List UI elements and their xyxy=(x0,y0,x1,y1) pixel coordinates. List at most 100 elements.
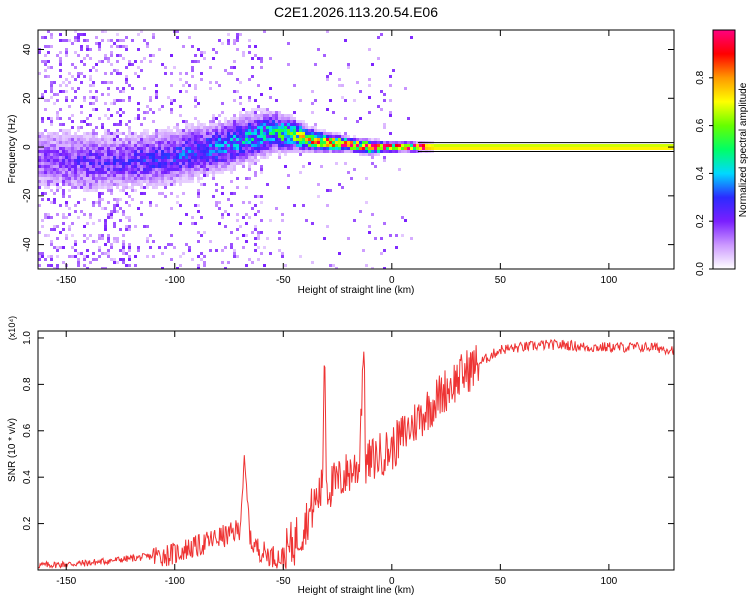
heatmap-cell xyxy=(56,246,59,249)
heatmap-cell xyxy=(80,144,83,147)
heatmap-cell xyxy=(197,195,200,198)
heatmap-cell xyxy=(122,183,125,186)
heatmap-cell xyxy=(131,183,134,186)
heatmap-cell xyxy=(101,171,104,174)
heatmap-cell xyxy=(80,156,83,159)
heatmap-cell xyxy=(167,243,170,246)
heatmap-cell xyxy=(122,186,125,189)
heatmap-cell xyxy=(335,135,338,138)
heatmap-cell xyxy=(176,147,179,150)
heatmap-cell xyxy=(77,141,80,144)
heatmap-cell xyxy=(221,192,224,195)
heatmap-cell xyxy=(80,150,83,153)
heatmap-cell xyxy=(92,189,95,192)
heatmap-cell xyxy=(215,189,218,192)
heatmap-cell xyxy=(71,75,74,78)
heatmap-cell xyxy=(293,138,296,141)
heatmap-cell xyxy=(53,81,56,84)
heatmap-cell xyxy=(140,138,143,141)
heatmap-cell xyxy=(110,114,113,117)
heatmap-cell xyxy=(92,183,95,186)
heatmap-cell xyxy=(275,117,278,120)
heatmap-cell xyxy=(122,249,125,252)
heatmap-cell xyxy=(71,153,74,156)
heatmap-cell xyxy=(122,177,125,180)
heatmap-cell xyxy=(341,84,344,87)
heatmap-cell xyxy=(155,186,158,189)
heatmap-cell xyxy=(170,129,173,132)
heatmap-cell xyxy=(44,186,47,189)
heatmap-cell xyxy=(101,156,104,159)
heatmap-cell xyxy=(92,156,95,159)
heatmap-cell xyxy=(38,141,41,144)
heatmap-cell xyxy=(341,141,344,144)
heatmap-cell xyxy=(86,159,89,162)
heatmap-cell xyxy=(161,147,164,150)
heatmap-cell xyxy=(359,117,362,120)
heatmap-cell xyxy=(428,144,431,147)
heatmap-cell xyxy=(110,141,113,144)
heatmap-cell xyxy=(233,255,236,258)
heatmap-cell xyxy=(62,129,65,132)
heatmap-cell xyxy=(374,165,377,168)
heatmap-cell xyxy=(305,135,308,138)
heatmap-cell xyxy=(410,150,413,153)
heatmap-cell xyxy=(68,141,71,144)
heatmap-cell xyxy=(41,120,44,123)
heatmap-cell xyxy=(74,66,77,69)
heatmap-cell xyxy=(221,123,224,126)
heatmap-cell xyxy=(194,168,197,171)
heatmap-cell xyxy=(173,171,176,174)
heatmap-cell xyxy=(68,177,71,180)
heatmap-cell xyxy=(329,72,332,75)
heatmap-cell xyxy=(284,126,287,129)
heatmap-cell xyxy=(158,159,161,162)
heatmap-cell xyxy=(167,150,170,153)
heatmap-cell xyxy=(260,138,263,141)
heatmap-cell xyxy=(197,204,200,207)
heatmap-cell xyxy=(353,141,356,144)
heatmap-cell xyxy=(272,150,275,153)
heatmap-cell xyxy=(59,60,62,63)
heatmap-cell xyxy=(209,66,212,69)
heatmap-cell xyxy=(584,147,587,150)
heatmap-cell xyxy=(125,141,128,144)
heatmap-cell xyxy=(152,138,155,141)
heatmap-cell xyxy=(101,141,104,144)
heatmap-cell xyxy=(203,174,206,177)
heatmap-cell xyxy=(116,204,119,207)
heatmap-cell xyxy=(209,171,212,174)
heatmap-cell xyxy=(248,156,251,159)
heatmap-cell xyxy=(140,69,143,72)
heatmap-cell xyxy=(185,213,188,216)
heatmap-cell xyxy=(305,219,308,222)
heatmap-cell xyxy=(269,153,272,156)
heatmap-cell xyxy=(170,168,173,171)
heatmap-cell xyxy=(140,132,143,135)
heatmap-cell xyxy=(77,75,80,78)
heatmap-cell xyxy=(146,174,149,177)
heatmap-cell xyxy=(302,144,305,147)
heatmap-cell xyxy=(173,135,176,138)
heatmap-cell xyxy=(524,147,527,150)
heatmap-cell xyxy=(413,147,416,150)
heatmap-cell xyxy=(125,165,128,168)
heatmap-cell xyxy=(305,123,308,126)
heatmap-cell xyxy=(137,114,140,117)
heatmap-cell xyxy=(80,105,83,108)
heatmap-cell xyxy=(86,174,89,177)
heatmap-cell xyxy=(194,105,197,108)
heatmap-cell xyxy=(50,66,53,69)
heatmap-cell xyxy=(218,156,221,159)
heatmap-cell xyxy=(284,165,287,168)
heatmap-cell xyxy=(185,156,188,159)
heatmap-cell xyxy=(245,147,248,150)
heatmap-cell xyxy=(188,165,191,168)
heatmap-cell xyxy=(251,132,254,135)
heatmap-cell xyxy=(161,150,164,153)
heatmap-cell xyxy=(125,171,128,174)
heatmap-cell xyxy=(347,63,350,66)
heatmap-cell xyxy=(188,249,191,252)
heatmap-cell xyxy=(503,147,506,150)
heatmap-cell xyxy=(125,228,128,231)
